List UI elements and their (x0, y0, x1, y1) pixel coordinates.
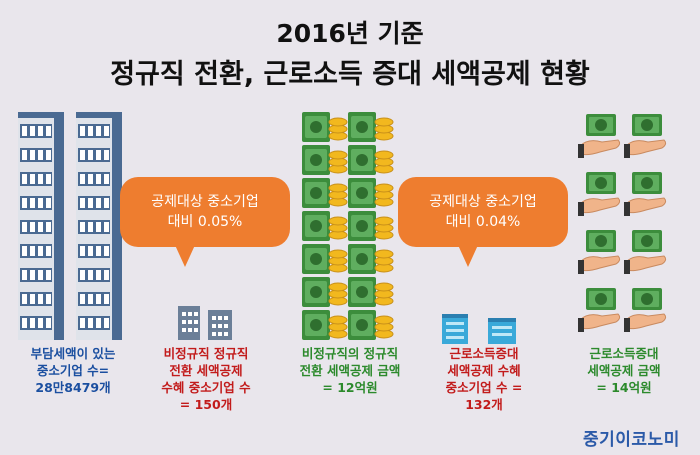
office-buildings-icon (18, 112, 122, 340)
caption-5-line-3: = 14억원 (596, 380, 652, 395)
bubble-2-tail (458, 245, 478, 267)
caption-4-line-4: 132개 (465, 397, 503, 412)
bubble-2-line-1: 공제대상 중소기업 (429, 194, 537, 210)
caption-1-line-2: 중소기업 수= (36, 363, 110, 378)
hand-money-stack-icon (578, 114, 667, 332)
caption-1-line-3: 28만8479개 (35, 380, 111, 395)
bubble-1-line-2: 대비 0.05% (167, 214, 243, 230)
caption-2-line-1: 비정규직 정규직 (163, 346, 249, 361)
bubble-1-tail (175, 245, 195, 267)
title-line-2: 정규직 전환, 근로소득 증대 세액공제 현황 (110, 59, 590, 90)
caption-2-line-4: = 150개 (179, 397, 233, 412)
title-line-1: 2016년 기준 (276, 19, 424, 48)
caption-3-line-3: = 12억원 (322, 380, 378, 395)
caption-4-line-1: 근로소득증대 (449, 346, 519, 361)
caption-5-line-2: 세액공제 금액 (587, 363, 661, 378)
caption-income-beneficiaries: 근로소득증대 세액공제 수혜 중소기업 수 = 132개 (414, 345, 554, 413)
brand-logo: 중기이코노미 (583, 430, 680, 450)
caption-2-line-3: 수혜 중소기업 수 (161, 380, 251, 395)
caption-5-line-1: 근로소득증대 (589, 346, 659, 361)
caption-2-line-2: 전환 세액공제 (169, 363, 243, 378)
ratio-bubble-1: 공제대상 중소기업 대비 0.05% (120, 177, 290, 267)
caption-4-line-2: 세액공제 수혜 (447, 363, 521, 378)
caption-3-line-2: 전환 세액공제 금액 (299, 363, 401, 378)
bubble-1-line-1: 공제대상 중소기업 (151, 194, 259, 210)
small-office-buildings-icon (178, 306, 232, 340)
ratio-bubble-2: 공제대상 중소기업 대비 0.04% (398, 177, 568, 267)
caption-conversion-amount: 비정규직의 정규직 전환 세액공제 금액 = 12억원 (276, 345, 424, 396)
caption-conversion-beneficiaries: 비정규직 정규직 전환 세액공제 수혜 중소기업 수 = 150개 (136, 345, 276, 413)
small-blue-buildings-icon (442, 314, 516, 344)
caption-taxpaying-smes: 부담세액이 있는 중소기업 수= 28만8479개 (8, 345, 138, 396)
caption-4-line-3: 중소기업 수 = (445, 380, 523, 395)
caption-3-line-1: 비정규직의 정규직 (301, 346, 399, 361)
money-coins-stack-icon (302, 112, 394, 340)
caption-income-amount: 근로소득증대 세액공제 금액 = 14억원 (556, 345, 692, 396)
bubble-2-line-2: 대비 0.04% (445, 214, 521, 230)
caption-1-line-1: 부담세액이 있는 (30, 346, 116, 361)
